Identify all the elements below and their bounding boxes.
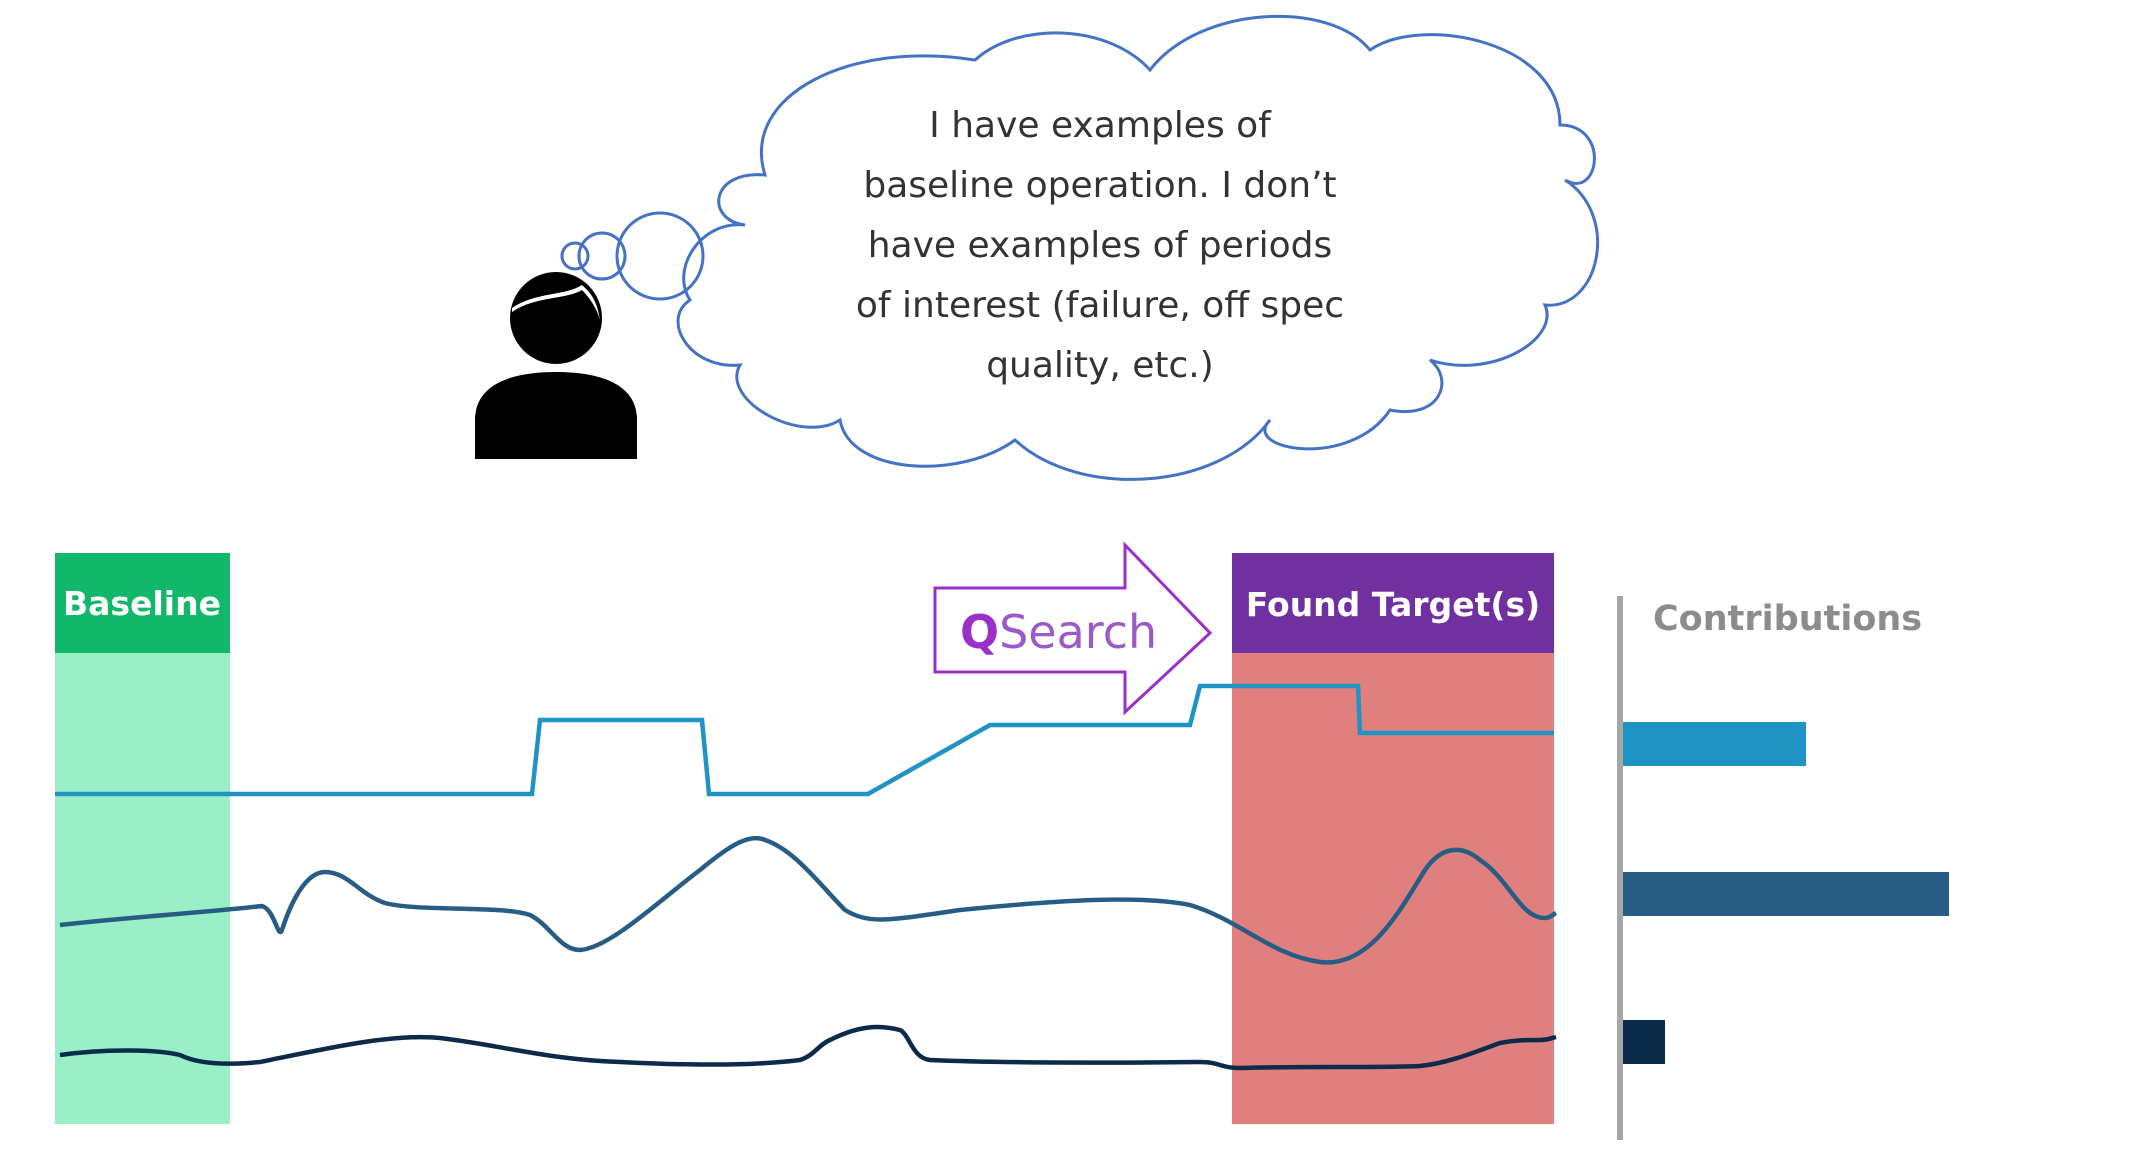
arrow-right-icon: QSearch: [933, 541, 1213, 716]
contribution-bar-1: [1623, 722, 1806, 766]
thought-line-3: have examples of periods: [868, 225, 1333, 266]
contributions-title: Contributions: [1653, 599, 1922, 639]
signal-line-3: [59, 1024, 1557, 1071]
thought-line-1: I have examples of: [929, 105, 1272, 146]
signals: [55, 683, 1558, 1071]
thought-line-2: baseline operation. I don’t: [863, 165, 1336, 206]
thought-line-5: quality, etc.): [986, 345, 1214, 386]
qsearch-logo: QSearch: [960, 605, 1157, 659]
contribution-bar-2: [1623, 872, 1949, 916]
signal-line-2: [59, 835, 1558, 965]
qsearch-logo-letter: Q: [960, 605, 999, 659]
contributions-panel: Contributions: [1617, 596, 1949, 1140]
thought-cloud-icon: [560, 14, 1600, 481]
signal-line-1: [55, 683, 1554, 797]
baseline-label: Baseline: [63, 584, 221, 623]
found-target-label: Found Target(s): [1246, 585, 1540, 624]
contribution-bar-3: [1623, 1020, 1665, 1064]
found-target-region: Found Target(s): [1232, 553, 1554, 1124]
thought-text: I have examples of baseline operation. I…: [856, 105, 1344, 386]
baseline-region: Baseline: [55, 553, 230, 1124]
qsearch-logo-rest: Search: [999, 605, 1157, 659]
person-icon: [475, 272, 637, 459]
thought-line-4: of interest (failure, off spec: [856, 285, 1344, 326]
